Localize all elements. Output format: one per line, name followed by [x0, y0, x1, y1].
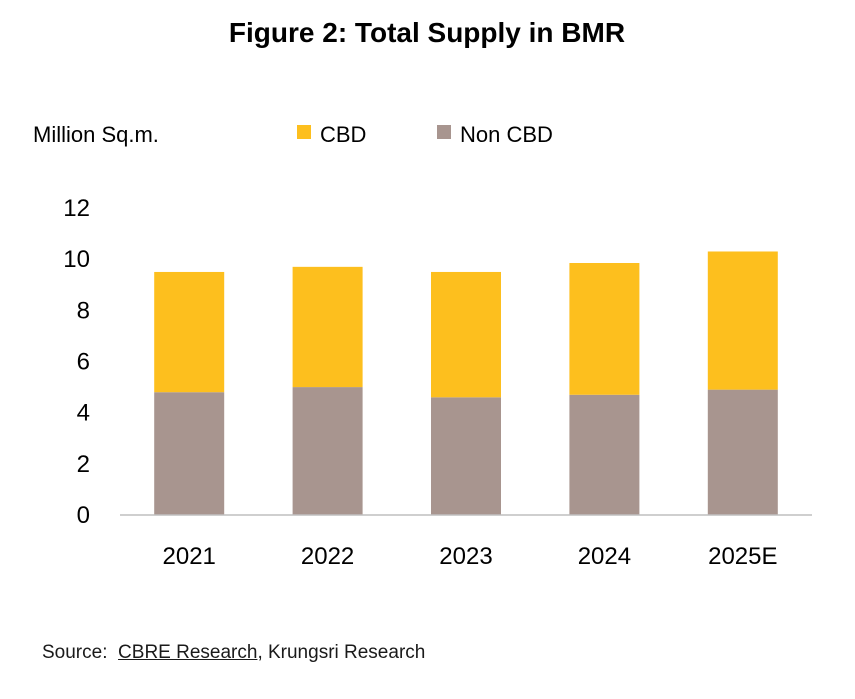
y-tick-label: 6: [77, 349, 90, 376]
x-axis-ticks: 2021 2022 2023 2024 2025E: [163, 543, 778, 570]
bar-cbd-2022: [292, 266, 363, 388]
bar-cbd-2023: [431, 271, 501, 398]
bar-non-cbd-2021: [154, 392, 225, 515]
bar-non-cbd-2022: [292, 387, 363, 515]
y-axis-unit-label: Million Sq.m.: [33, 122, 159, 147]
bar-cbd-2021: [154, 271, 225, 393]
legend-swatch-cbd: [297, 125, 311, 139]
x-tick-label: 2022: [301, 543, 354, 570]
y-axis-ticks: 0 2 4 6 8 10 12: [63, 195, 90, 529]
bar-non-cbd-2024: [569, 394, 640, 515]
bars: [154, 251, 778, 515]
x-tick-label: 2025E: [708, 543, 777, 570]
y-tick-label: 4: [77, 400, 90, 427]
source-link-cbre[interactable]: CBRE Research: [118, 642, 258, 663]
y-tick-label: 10: [63, 246, 90, 273]
y-tick-label: 12: [63, 195, 90, 222]
source-prefix: Source:: [42, 642, 108, 663]
y-tick-label: 8: [77, 297, 90, 324]
source-note: Source: CBRE Research, Krungsri Research: [42, 642, 425, 664]
legend-swatch-non-cbd: [437, 125, 451, 139]
legend-label-cbd: CBD: [320, 122, 366, 147]
bar-cbd-2024: [569, 263, 640, 395]
x-tick-label: 2024: [578, 543, 631, 570]
y-tick-label: 2: [77, 451, 90, 478]
legend: CBD Non CBD: [297, 122, 553, 147]
bar-non-cbd-2025e: [707, 389, 778, 515]
chart-canvas: Figure 2: Total Supply in BMR Million Sq…: [33, 17, 812, 570]
bar-cbd-2025e: [707, 251, 778, 390]
x-tick-label: 2023: [439, 543, 492, 570]
bar-non-cbd-2023: [431, 397, 501, 515]
legend-label-non-cbd: Non CBD: [460, 122, 553, 147]
source-rest: , Krungsri Research: [257, 642, 426, 663]
y-tick-label: 0: [77, 502, 90, 529]
chart-title: Figure 2: Total Supply in BMR: [229, 17, 625, 48]
x-tick-label: 2021: [163, 543, 216, 570]
